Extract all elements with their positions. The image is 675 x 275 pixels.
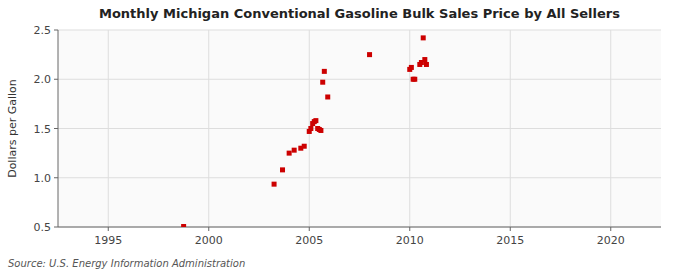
source-note: Source: U.S. Energy Information Administ… (8, 258, 245, 269)
scatter-point (367, 52, 372, 57)
scatter-point (409, 65, 414, 70)
x-tick (108, 227, 109, 231)
y-tick (54, 128, 58, 129)
scatter-point (422, 57, 427, 62)
x-tick (409, 227, 410, 231)
scatter-point (280, 167, 285, 172)
y-tick-label: 1.5 (34, 123, 52, 136)
grid (58, 30, 661, 227)
plot-background (58, 30, 661, 227)
y-grid-line (58, 227, 661, 228)
y-tick-label: 2.0 (34, 73, 52, 86)
x-tick-label: 2000 (195, 234, 223, 247)
points (181, 35, 429, 227)
y-grid-line (58, 177, 661, 178)
x-grid-line (610, 30, 611, 227)
scatter-point (412, 77, 417, 82)
chart-container: Monthly Michigan Conventional Gasoline B… (0, 0, 675, 275)
x-tick (510, 227, 511, 231)
y-axis-line (58, 30, 59, 227)
scatter-point (325, 94, 330, 99)
scatter-point (313, 118, 318, 123)
chart-title: Monthly Michigan Conventional Gasoline B… (99, 6, 620, 21)
y-grid-line (58, 79, 661, 80)
scatter-point (320, 80, 325, 85)
y-tick (54, 79, 58, 80)
x-axis-line (58, 227, 661, 228)
x-grid-line (108, 30, 109, 227)
y-grid-line (58, 30, 661, 31)
y-tick (54, 177, 58, 178)
x-grid-line (510, 30, 511, 227)
x-tick-label: 2010 (396, 234, 424, 247)
y-grid-line (58, 128, 661, 129)
x-tick (208, 227, 209, 231)
scatter-point (292, 148, 297, 153)
y-tick (54, 227, 58, 228)
scatter-point (424, 62, 429, 67)
x-tick (309, 227, 310, 231)
scatter-point (322, 69, 327, 74)
scatter-point (287, 151, 292, 156)
y-tick-label: 0.5 (34, 221, 52, 234)
x-grid-line (208, 30, 209, 227)
scatter-point (302, 144, 307, 149)
x-tick-label: 2005 (295, 234, 323, 247)
scatter-point (318, 128, 323, 133)
x-tick-label: 2015 (496, 234, 524, 247)
y-tick-label: 2.5 (34, 24, 52, 37)
y-tick (54, 30, 58, 31)
x-tick-label: 2020 (597, 234, 625, 247)
chart-svg: Monthly Michigan Conventional Gasoline B… (0, 0, 675, 275)
x-tick-label: 1995 (94, 234, 122, 247)
axes: 0.5 1.0 1.5 2.0 2.5 1995 2000 2005 2010 2015 2020 (34, 24, 662, 247)
x-grid-line (409, 30, 410, 227)
x-tick (610, 227, 611, 231)
scatter-point (181, 224, 186, 227)
scatter-point (272, 182, 277, 187)
scatter-point (308, 126, 313, 131)
y-tick-label: 1.0 (34, 172, 52, 185)
y-axis-label: Dollars per Gallon (6, 79, 19, 178)
scatter-point (421, 35, 426, 40)
